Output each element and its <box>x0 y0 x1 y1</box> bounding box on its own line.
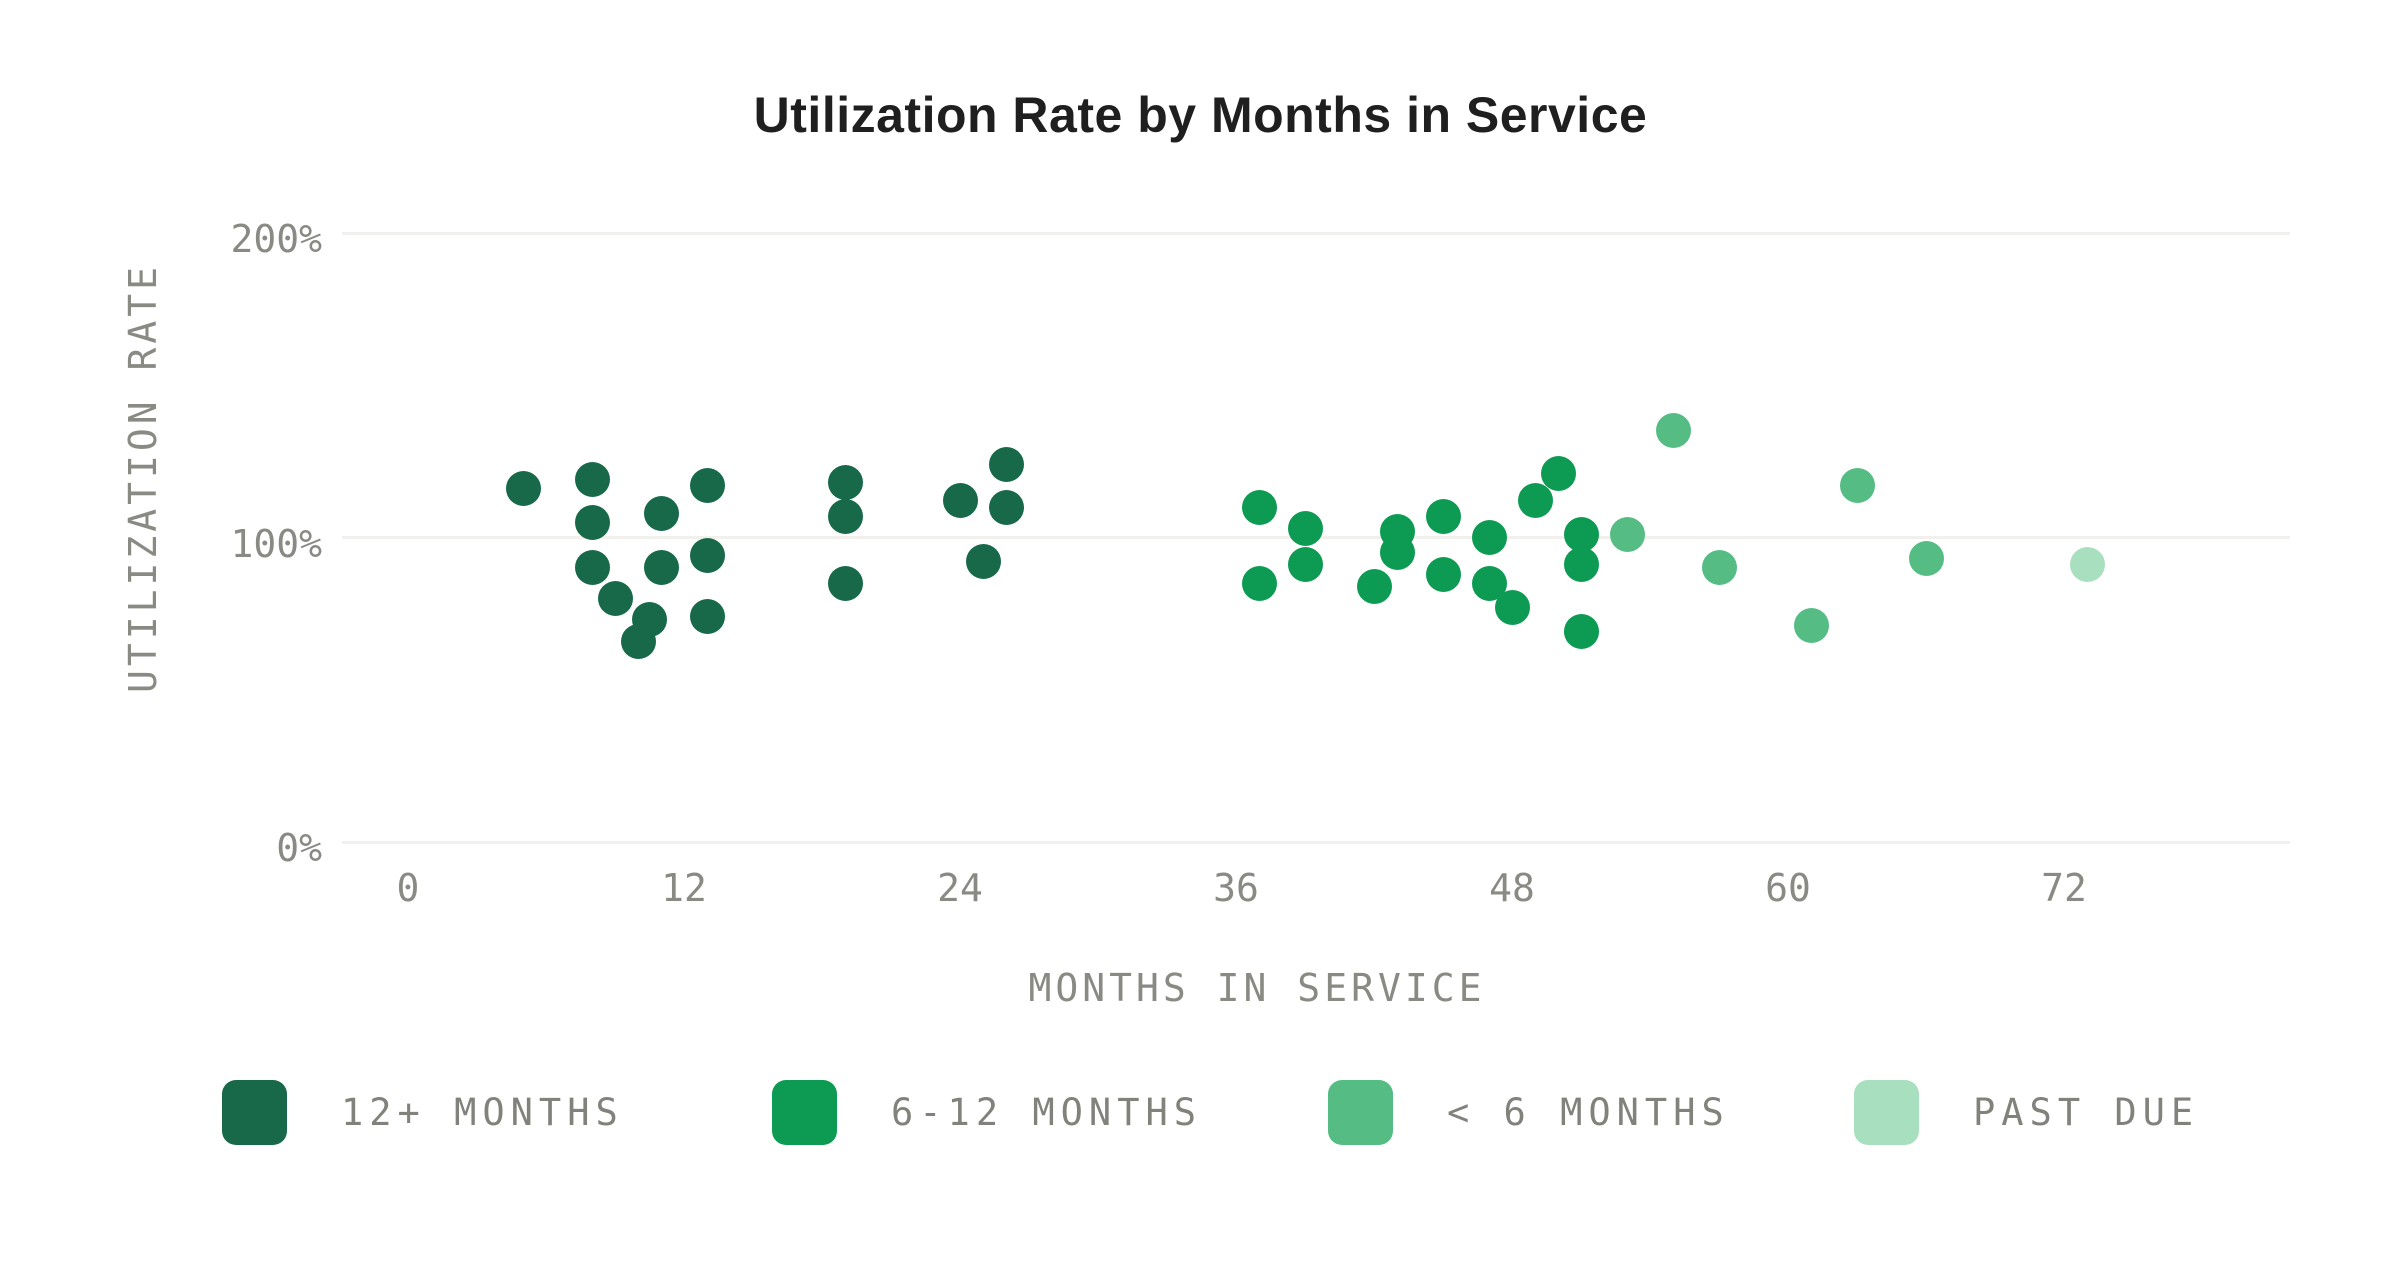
data-point <box>1287 510 1323 546</box>
y-tick-label-200: 200% <box>230 217 322 261</box>
data-point <box>1379 535 1415 571</box>
x-tick-label-60: 60 <box>1765 866 1811 910</box>
data-point <box>643 495 679 531</box>
data-point <box>827 498 863 534</box>
data-point <box>1356 568 1392 604</box>
legend-swatch-past-due <box>1854 1080 1919 1145</box>
data-point <box>632 602 667 638</box>
y-tick-label-0: 0% <box>276 826 322 870</box>
legend-label: 6-12 MONTHS <box>891 1091 1203 1134</box>
x-tick-label-12: 12 <box>661 866 707 910</box>
data-point <box>597 580 633 616</box>
data-point <box>1839 468 1875 504</box>
legend-item-under-6-months[interactable]: < 6 MONTHS <box>1328 1080 1730 1145</box>
data-point <box>942 483 978 519</box>
data-point <box>1241 489 1277 525</box>
y-tick-label-100: 100% <box>230 521 322 566</box>
data-point <box>988 489 1024 525</box>
data-point <box>1540 456 1576 492</box>
data-point <box>1471 520 1507 555</box>
data-point <box>1287 547 1323 583</box>
x-tick-label-36: 36 <box>1213 866 1259 910</box>
data-point <box>1655 413 1691 449</box>
data-point <box>1563 516 1599 552</box>
data-point <box>689 538 725 574</box>
data-point <box>1494 590 1530 626</box>
data-point <box>505 471 541 507</box>
legend-label: < 6 MONTHS <box>1447 1091 1730 1134</box>
data-point <box>1425 498 1461 534</box>
x-tick-label-48: 48 <box>1489 866 1535 910</box>
data-point <box>1609 516 1645 552</box>
data-point <box>643 550 679 586</box>
x-axis-title: MONTHS IN SERVICE <box>1028 966 1486 1010</box>
data-point <box>988 446 1024 482</box>
legend-label: PAST DUE <box>1973 1091 2200 1134</box>
data-point <box>1701 550 1737 586</box>
data-point <box>827 565 863 601</box>
data-point <box>1563 614 1599 650</box>
data-point <box>1517 483 1553 519</box>
legend-swatch-12-plus-months <box>222 1080 287 1145</box>
data-point <box>1425 556 1461 592</box>
legend-item-6-12-months[interactable]: 6-12 MONTHS <box>772 1080 1202 1145</box>
data-point <box>1908 541 1944 577</box>
legend-item-12-plus-months[interactable]: 12+ MONTHS <box>222 1080 624 1145</box>
data-point <box>574 550 610 586</box>
data-point <box>574 504 610 540</box>
x-tick-label-72: 72 <box>2041 866 2087 910</box>
chart-title: Utilization Rate by Months in Service <box>753 87 1648 143</box>
x-tick-label-0: 0 <box>396 866 420 910</box>
data-point <box>574 462 610 498</box>
x-tick-label-24: 24 <box>937 866 983 910</box>
data-point <box>1241 565 1277 601</box>
data-point <box>827 465 863 501</box>
gridline-0pct <box>342 840 2290 844</box>
gridline-200pct <box>342 231 2290 235</box>
legend-label: 12+ MONTHS <box>341 1091 624 1134</box>
legend-swatch-under-6-months <box>1328 1080 1393 1145</box>
data-point <box>689 468 725 504</box>
data-point <box>2069 547 2105 583</box>
data-point <box>1793 608 1829 644</box>
legend-swatch-6-12-months <box>772 1080 837 1145</box>
data-point <box>965 544 1001 580</box>
data-point <box>689 599 725 635</box>
legend-item-past-due[interactable]: PAST DUE <box>1854 1080 2199 1145</box>
y-axis-title: UTILIZATION RATE <box>121 262 165 694</box>
data-point <box>1563 547 1599 583</box>
